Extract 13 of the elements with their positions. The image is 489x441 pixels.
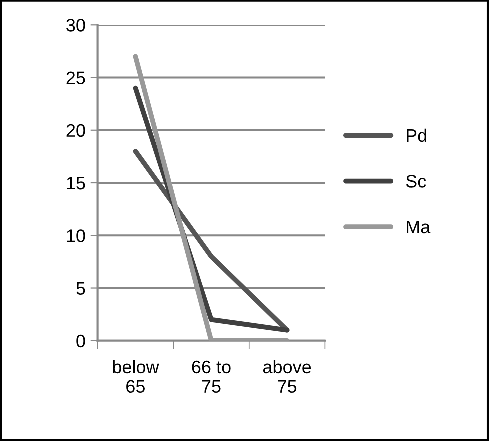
y-tick-label: 5 — [76, 282, 86, 295]
y-tick-label: 30 — [66, 19, 86, 32]
x-tick-label: below 65 — [113, 360, 160, 394]
legend-label: Pd — [407, 128, 426, 142]
y-tick-label: 15 — [67, 177, 86, 190]
legend-label: Ma — [407, 220, 431, 234]
y-tick-label: 20 — [66, 124, 86, 138]
y-tick-label: 0 — [76, 334, 86, 348]
legend-label: Sc — [406, 175, 426, 188]
x-tick-label: above 75 — [263, 360, 312, 394]
y-tick-label: 25 — [66, 72, 86, 84]
y-tick-label: 10 — [67, 230, 86, 242]
x-tick-label: 66 to 75 — [192, 360, 231, 394]
